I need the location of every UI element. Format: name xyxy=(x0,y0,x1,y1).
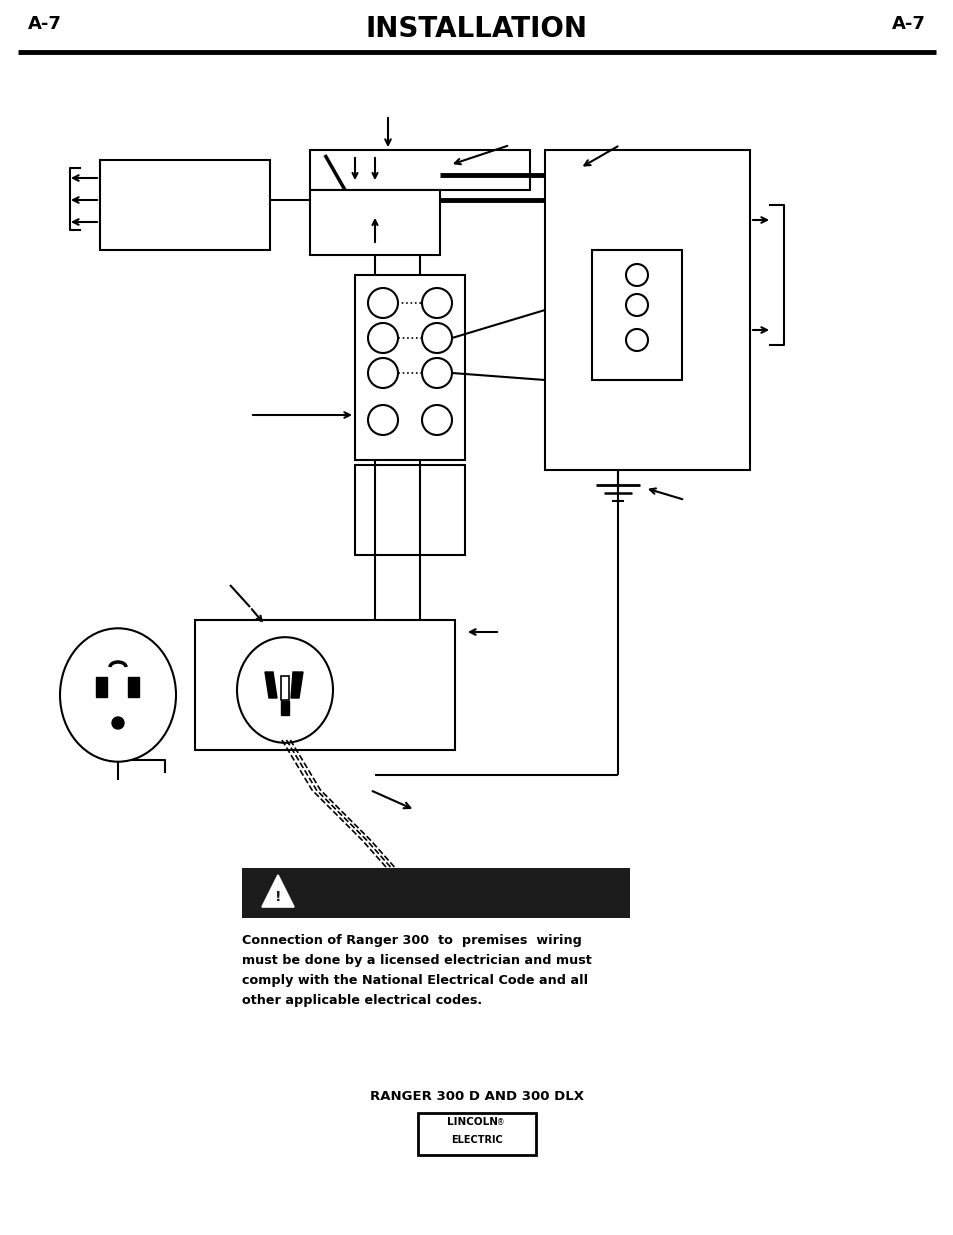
Circle shape xyxy=(421,324,452,353)
Circle shape xyxy=(368,288,397,317)
Polygon shape xyxy=(281,676,289,700)
Ellipse shape xyxy=(236,637,333,742)
Polygon shape xyxy=(291,672,303,698)
Polygon shape xyxy=(265,672,276,698)
Bar xyxy=(355,275,464,459)
Circle shape xyxy=(368,358,397,388)
Text: ELECTRIC: ELECTRIC xyxy=(451,1135,502,1145)
Circle shape xyxy=(421,288,452,317)
Bar xyxy=(100,161,270,249)
Text: LINCOLN: LINCOLN xyxy=(447,1116,498,1128)
Text: A-7: A-7 xyxy=(891,15,925,33)
Text: !: ! xyxy=(274,890,281,904)
Polygon shape xyxy=(262,876,294,906)
Bar xyxy=(310,190,439,254)
Text: RANGER 300 D AND 300 DLX: RANGER 300 D AND 300 DLX xyxy=(370,1091,583,1103)
Circle shape xyxy=(112,718,124,729)
Text: ®: ® xyxy=(497,1118,504,1128)
Bar xyxy=(194,620,455,750)
Bar xyxy=(242,868,629,918)
Circle shape xyxy=(625,264,647,287)
Text: Connection of Ranger 300  to  premises  wiring: Connection of Ranger 300 to premises wir… xyxy=(242,934,581,947)
Bar xyxy=(417,1113,536,1155)
Bar xyxy=(281,701,289,715)
Bar xyxy=(96,677,107,697)
Circle shape xyxy=(421,405,452,435)
Text: A-7: A-7 xyxy=(28,15,62,33)
Bar xyxy=(310,149,530,190)
Circle shape xyxy=(368,324,397,353)
Bar xyxy=(355,466,464,555)
Ellipse shape xyxy=(60,629,175,762)
Text: other applicable electrical codes.: other applicable electrical codes. xyxy=(242,994,481,1007)
Text: must be done by a licensed electrician and must: must be done by a licensed electrician a… xyxy=(242,953,591,967)
Bar xyxy=(544,149,749,471)
Text: comply with the National Electrical Code and all: comply with the National Electrical Code… xyxy=(242,974,587,987)
Circle shape xyxy=(625,329,647,351)
Circle shape xyxy=(421,358,452,388)
Text: INSTALLATION: INSTALLATION xyxy=(366,15,587,43)
Circle shape xyxy=(625,294,647,316)
Circle shape xyxy=(368,405,397,435)
Bar xyxy=(128,677,139,697)
Bar xyxy=(592,249,681,380)
